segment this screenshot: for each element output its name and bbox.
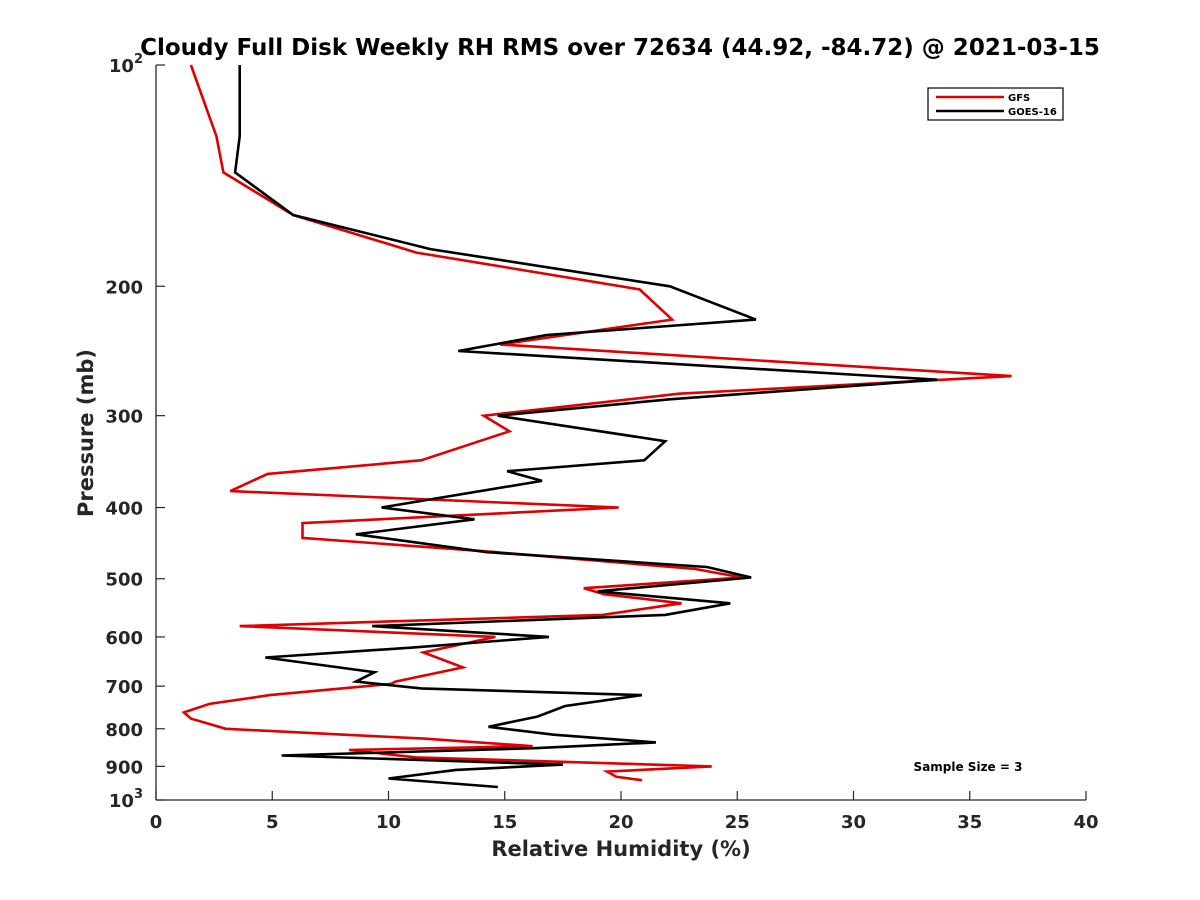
x-tick-label: 10 <box>376 812 401 833</box>
series-layer <box>181 64 1012 789</box>
x-tick-label: 15 <box>492 812 517 833</box>
y-axis-label: Pressure (mb) <box>74 349 98 517</box>
y-tick-label: 300 <box>105 407 143 428</box>
x-axis-label: Relative Humidity (%) <box>491 837 750 861</box>
legend-box <box>927 87 1064 121</box>
legend-label-goes16: GOES-16 <box>1008 107 1057 118</box>
y-tick-label: 400 <box>105 499 143 520</box>
chart-title: Cloudy Full Disk Weekly RH RMS over 7263… <box>140 35 1100 61</box>
x-tick-label: 20 <box>608 812 633 833</box>
x-tick-label: 5 <box>266 812 279 833</box>
y-tick-label-base: 10 <box>109 791 134 812</box>
x-tick-label: 25 <box>725 812 750 833</box>
y-tick-label: 600 <box>105 628 143 649</box>
y-tick-label: 800 <box>105 720 143 741</box>
y-tick-label-exponent: 2 <box>134 52 143 67</box>
y-tick-label: 700 <box>105 677 143 698</box>
x-tick-label: 0 <box>150 812 163 833</box>
x-ticks: 0 5 10 15 20 25 30 35 40 <box>150 791 1099 833</box>
sample-size-annotation: Sample Size = 3 <box>914 760 1023 774</box>
y-tick-label-base: 10 <box>109 56 134 77</box>
y-tick-label: 900 <box>105 757 143 778</box>
y-tick-label: 102 <box>109 52 143 77</box>
series-line-goes16 <box>233 65 938 789</box>
legend: GFS GOES-16 <box>927 87 1064 121</box>
legend-label-gfs: GFS <box>1008 93 1030 104</box>
y-tick-label-exponent: 3 <box>134 787 143 802</box>
y-tick-label: 200 <box>105 277 143 298</box>
x-tick-label: 40 <box>1073 812 1098 833</box>
y-tick-label: 500 <box>105 570 143 591</box>
x-tick-label: 30 <box>841 812 866 833</box>
x-tick-label: 35 <box>957 812 982 833</box>
y-tick-label: 103 <box>109 787 143 812</box>
series-line-gfs <box>181 64 1012 782</box>
plot-area: 0 5 10 15 20 25 30 35 40 10220030040050060070080… <box>105 52 1098 833</box>
